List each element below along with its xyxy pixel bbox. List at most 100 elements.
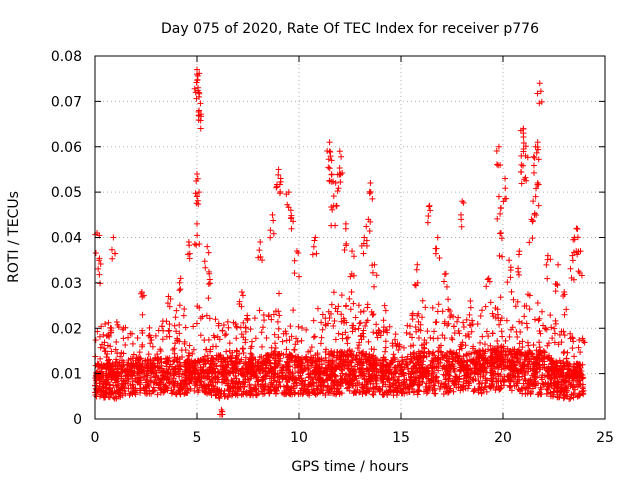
- data-point: [530, 162, 537, 169]
- data-point: [571, 363, 578, 370]
- data-point: [471, 364, 478, 371]
- data-point: [111, 372, 118, 379]
- data-point: [516, 340, 523, 347]
- data-point: [369, 368, 376, 375]
- data-point: [182, 363, 189, 370]
- data-point: [172, 314, 179, 321]
- data-point: [577, 361, 584, 368]
- data-point: [362, 356, 369, 363]
- data-point: [194, 232, 201, 239]
- data-point: [570, 276, 577, 283]
- data-point: [466, 311, 473, 318]
- data-point: [343, 335, 350, 342]
- data-point: [497, 385, 504, 392]
- data-point: [93, 375, 100, 382]
- data-point: [483, 328, 490, 335]
- data-point: [364, 304, 371, 311]
- data-point: [213, 373, 220, 380]
- data-point: [496, 252, 503, 259]
- data-point: [186, 380, 193, 387]
- data-point: [270, 230, 277, 237]
- data-point: [255, 376, 262, 383]
- data-point: [163, 318, 170, 325]
- data-point: [201, 388, 208, 395]
- data-point: [487, 363, 494, 370]
- data-point: [104, 361, 111, 368]
- data-point: [182, 389, 189, 396]
- data-point: [521, 303, 528, 310]
- data-point: [160, 381, 167, 388]
- data-point: [508, 387, 515, 394]
- data-point: [344, 340, 351, 347]
- data-point: [385, 364, 392, 371]
- data-point: [159, 375, 166, 382]
- data-point: [332, 180, 339, 187]
- data-point: [259, 343, 266, 350]
- data-point: [423, 339, 430, 346]
- data-point: [392, 331, 399, 338]
- data-point: [460, 199, 467, 206]
- data-point: [271, 348, 278, 355]
- data-point: [536, 339, 543, 346]
- data-point: [410, 381, 417, 388]
- data-point: [171, 322, 178, 329]
- data-point: [463, 374, 470, 381]
- data-point: [104, 351, 111, 358]
- data-point: [493, 350, 500, 357]
- data-point: [408, 368, 415, 375]
- data-point: [355, 342, 362, 349]
- x-tick-label: 25: [596, 430, 614, 446]
- data-point: [554, 282, 561, 289]
- data-point: [458, 341, 465, 348]
- data-point: [337, 358, 344, 365]
- data-point: [275, 378, 282, 385]
- data-point: [509, 359, 516, 366]
- data-point: [234, 359, 241, 366]
- data-point: [302, 388, 309, 395]
- data-point: [475, 385, 482, 392]
- data-point: [371, 346, 378, 353]
- data-point: [295, 390, 302, 397]
- data-point: [252, 335, 259, 342]
- data-point: [360, 327, 367, 334]
- data-point: [481, 384, 488, 391]
- data-point: [416, 382, 423, 389]
- data-point: [146, 377, 153, 384]
- data-point: [170, 358, 177, 365]
- data-point: [425, 384, 432, 391]
- data-point: [192, 190, 199, 197]
- data-point: [338, 292, 345, 299]
- data-point: [129, 330, 136, 337]
- data-point: [194, 170, 200, 177]
- data-point: [506, 257, 513, 264]
- data-point: [484, 363, 491, 370]
- data-point: [220, 322, 227, 329]
- data-point: [501, 195, 508, 202]
- data-point: [529, 235, 536, 242]
- data-point: [110, 234, 117, 241]
- data-point: [366, 190, 373, 197]
- data-point: [356, 379, 363, 386]
- data-point: [95, 385, 102, 392]
- data-point: [363, 353, 370, 360]
- data-point: [238, 356, 245, 363]
- data-point: [493, 147, 500, 154]
- data-point: [563, 355, 570, 362]
- data-point: [306, 373, 313, 380]
- data-point: [518, 180, 525, 187]
- data-point: [251, 315, 258, 322]
- data-point: [447, 314, 454, 321]
- data-point: [100, 331, 107, 338]
- data-point: [190, 323, 197, 330]
- data-point: [158, 355, 165, 362]
- data-point: [561, 348, 568, 355]
- data-point: [455, 314, 462, 321]
- data-point: [538, 386, 545, 393]
- data-point: [260, 375, 267, 382]
- data-point: [476, 380, 483, 387]
- data-point: [541, 349, 548, 356]
- data-point: [185, 349, 192, 356]
- data-point: [488, 375, 495, 382]
- data-point: [165, 328, 172, 335]
- data-point: [328, 366, 335, 373]
